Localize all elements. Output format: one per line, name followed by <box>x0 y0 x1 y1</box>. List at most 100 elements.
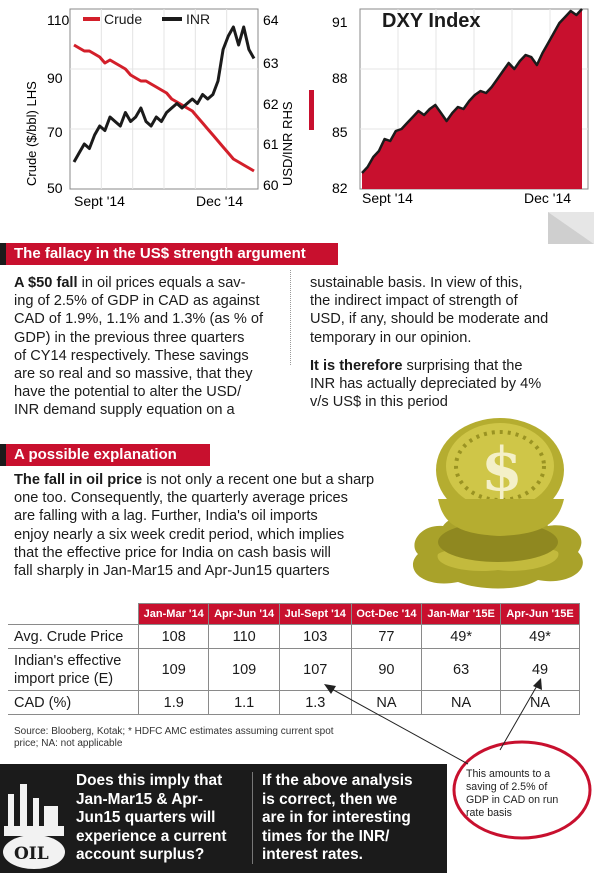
right-ytick: 62 <box>263 96 279 112</box>
question-interest-rates: If the above analysis is correct, then w… <box>262 772 442 865</box>
dxy-xtick-start: Sept '14 <box>362 190 413 206</box>
row-label: Avg. Crude Price <box>8 624 139 649</box>
explanation-line: enjoy nearly a six week credit period, w… <box>14 526 345 543</box>
callout-arrow <box>499 683 539 751</box>
fallacy-line: in oil prices equals a sav- <box>81 275 246 291</box>
row-label: CAD (%) <box>8 690 139 715</box>
question-lead: Does this <box>76 772 146 789</box>
fallacy-column-1: A $50 fall in oil prices equals a sav- i… <box>14 274 286 420</box>
fallacy-line: GDP) in the previous three quarters <box>14 329 245 346</box>
table-cell: 63 <box>421 648 502 691</box>
dxy-ytick: 82 <box>332 180 348 196</box>
bottom-question-box: OIL Does this imply that Jan-Mar15 & Apr… <box>0 764 447 873</box>
question-line: Jan-Mar15 & Apr- <box>76 790 203 808</box>
callout-text: This amounts to a saving of 2.5% of GDP … <box>466 768 576 820</box>
callout-line: saving of 2.5% of <box>466 781 548 793</box>
explanation-line: are falling with a lag. Further, India's… <box>14 508 318 525</box>
fallacy-line: the indirect impact of strength of <box>310 293 518 310</box>
oil-label: OIL <box>14 844 49 864</box>
cad-table: Jan-Mar '14 Apr-Jun '14 Jul-Sept '14 Oct… <box>8 603 580 715</box>
left-xtick-start: Sept '14 <box>74 193 125 209</box>
crude-line <box>73 43 255 173</box>
explanation-text: The fall in oil price is not only a rece… <box>14 471 394 580</box>
crude-axis-label: Crude ($/bbl) LHS <box>24 81 39 186</box>
table-cell: NA <box>350 690 423 715</box>
table-cell: 1.1 <box>208 690 280 715</box>
callout-line: rate basis <box>466 807 512 819</box>
fallacy-line: are so real and so massive, that they <box>14 366 253 383</box>
dxy-ytick: 88 <box>332 70 348 86</box>
fallacy-line: temporary in our opinion. <box>310 329 472 346</box>
dxy-ytick: 85 <box>332 124 348 140</box>
box-divider <box>252 772 253 864</box>
crude-inr-legend: Crude INR <box>83 11 210 27</box>
table-column-header: Jan-Mar '14 <box>137 603 210 625</box>
table-column-header: Apr-Jun '14 <box>208 603 280 625</box>
row-label: Indian's effective import price (E) <box>8 648 139 691</box>
table-cell: 109 <box>137 648 210 691</box>
table-column-header: Jul-Sept '14 <box>278 603 352 625</box>
page-fold-corner <box>548 212 594 244</box>
chart-divider <box>309 90 314 130</box>
crude-inr-chart: Crude INR 110 90 70 50 64 63 62 61 60 Cr… <box>24 8 295 209</box>
table-cell: 49* <box>500 624 580 649</box>
table-cell: 103 <box>278 624 352 649</box>
explanation-line: is not only a recent one but a sharp <box>146 472 375 488</box>
table-cell: 108 <box>137 624 210 649</box>
fallacy-line: sustainable basis. In view of this, <box>310 275 523 291</box>
right-ytick: 64 <box>263 12 279 28</box>
callout-annotation <box>324 678 592 840</box>
dxy-xtick-end: Dec '14 <box>524 190 571 206</box>
fallacy-lead-2: It is therefore <box>310 357 403 374</box>
question-line: experience a current <box>76 827 227 845</box>
table-cell: 77 <box>350 624 423 649</box>
question-lead: If the <box>262 772 299 789</box>
legend-crude-label: Crude <box>104 11 142 27</box>
right-ytick: 61 <box>263 136 279 152</box>
fallacy-column-2: sustainable basis. In view of this, the … <box>310 274 590 411</box>
table-row: Avg. Crude Price 108 110 103 77 49* 49* <box>8 624 580 649</box>
right-ytick: 60 <box>263 177 279 193</box>
table-cell: 1.3 <box>278 690 352 715</box>
oil-refinery-icon: OIL <box>3 784 65 869</box>
melting-dollar-coin-illustration: $ <box>412 418 583 589</box>
fallacy-line: v/s US$ in this period <box>310 394 448 411</box>
left-ytick: 110 <box>47 12 70 28</box>
left-ytick: 90 <box>47 70 63 86</box>
table-cell: NA <box>421 690 502 715</box>
explanation-lead: The fall in oil price <box>14 472 143 488</box>
fallacy-line: INR has actually depreciated by 4% <box>310 376 542 393</box>
legend-inr-label: INR <box>186 11 210 27</box>
table-column-header: Apr-Jun '15E <box>500 603 580 625</box>
fallacy-line: of CY14 respectively. These savings <box>14 347 249 364</box>
callout-circle <box>452 740 592 840</box>
left-ytick: 70 <box>47 124 63 140</box>
left-ytick: 50 <box>47 180 63 196</box>
callout-line: GDP in CAD on run <box>466 794 559 806</box>
section-explanation-title: A possible explanation <box>0 444 210 466</box>
question-current-account: Does this imply that Jan-Mar15 & Apr- Ju… <box>76 772 246 865</box>
question-line: are in for interesting <box>262 809 411 827</box>
table-column-header: Jan-Mar '15E <box>421 603 502 625</box>
table-header-row: Jan-Mar '14 Apr-Jun '14 Jul-Sept '14 Oct… <box>8 603 580 625</box>
callout-arrowhead <box>533 678 542 690</box>
callout-arrowhead <box>324 684 336 694</box>
question-line: times for the INR/ <box>262 827 390 845</box>
question-line: is correct, then we <box>262 790 398 808</box>
question-line: imply that <box>149 772 223 789</box>
explanation-line: fall sharply in Jan-Mar15 and Apr-Jun15 … <box>14 563 330 580</box>
inr-line <box>72 25 256 163</box>
table-cell: 110 <box>208 624 280 649</box>
source-note: Source: Blooberg, Kotak; * HDFC AMC esti… <box>14 726 334 749</box>
table-cell: 1.9 <box>137 690 210 715</box>
table-cell: 109 <box>208 648 280 691</box>
question-line: account surplus? <box>76 846 205 864</box>
explanation-line: one too. Consequently, the quarterly ave… <box>14 490 348 507</box>
fallacy-line: surprising that the <box>406 357 523 374</box>
inr-axis-label: USD/INR RHS <box>280 101 295 186</box>
fallacy-line: CAD of 1.9%, 1.1% and 1.3% (as % of <box>14 311 264 328</box>
table-column-header: Oct-Dec '14 <box>350 603 423 625</box>
dxy-line <box>361 8 583 174</box>
dollar-icon: $ <box>481 435 523 505</box>
explanation-line: that the effective price for India on ca… <box>14 544 331 561</box>
